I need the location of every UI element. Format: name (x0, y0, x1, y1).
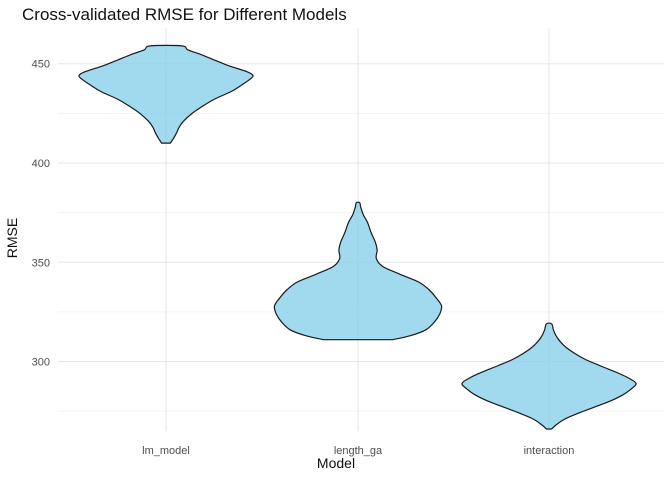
chart-title: Cross-validated RMSE for Different Model… (22, 5, 347, 24)
violin-lm_model (78, 44, 254, 144)
x-axis-title: Model (316, 455, 356, 471)
y-tick-label: 300 (32, 357, 50, 369)
x-tick-label: interaction (524, 445, 575, 457)
y-axis-title: RMSE (4, 217, 20, 259)
violin-interaction (461, 322, 637, 430)
y-tick-label: 450 (32, 59, 50, 71)
y-tick-label: 400 (32, 158, 50, 170)
y-tick-label: 350 (32, 257, 50, 269)
x-tick-label: length_ga (334, 445, 383, 457)
x-tick-label: lm_model (142, 445, 190, 457)
violin-length_ga (273, 201, 443, 341)
